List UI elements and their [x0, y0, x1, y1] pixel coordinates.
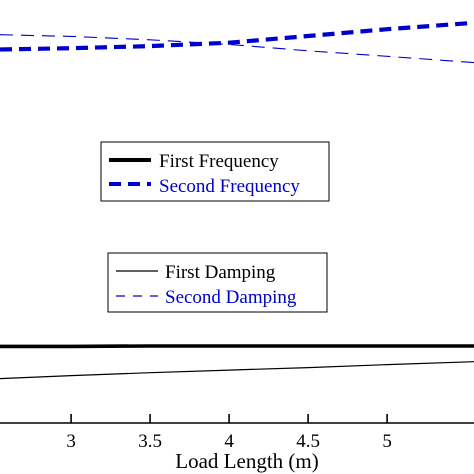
series-line [0, 34, 474, 64]
x-tick-label: 3.5 [138, 431, 162, 452]
series-line [0, 20, 474, 52]
legend-second-damping-label: Second Damping [165, 287, 297, 308]
series-layer [0, 20, 474, 380]
legend-first-frequency-label: First Frequency [159, 151, 279, 172]
x-axis-label: Load Length (m) [175, 449, 318, 473]
x-tick-label: 4 [224, 431, 234, 452]
legend-damping-box [107, 252, 328, 313]
legend-first-damping-label: First Damping [165, 262, 276, 283]
series-second-damping [0, 34, 474, 64]
series-line [0, 361, 474, 380]
legend-damping: First Damping Second Damping [107, 252, 328, 313]
legend-second-frequency-label: Second Frequency [159, 176, 300, 197]
legend-frequency-box [100, 141, 330, 202]
x-ticks: 3 3.5 4 4.5 5 [66, 414, 392, 452]
x-tick-label: 3 [66, 431, 76, 452]
x-tick-label: 5 [382, 431, 392, 452]
series-first-damping [0, 361, 474, 380]
x-tick-label: 4.5 [296, 431, 320, 452]
legend-frequency: First Frequency Second Frequency [100, 141, 330, 202]
series-second-frequency [0, 20, 474, 52]
